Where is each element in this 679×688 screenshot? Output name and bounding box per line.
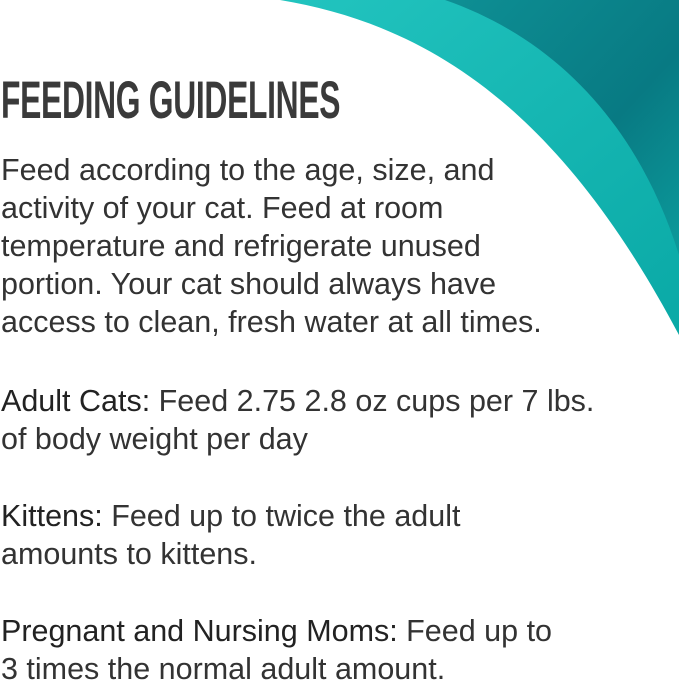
kittens-text: Feed up to twice the adult amounts to ki…: [1, 499, 461, 571]
adult-cats-label: Adult Cats:: [1, 384, 151, 418]
teal-dark-band: [445, 0, 679, 255]
intro-paragraph: Feed according to the age, size, and act…: [1, 153, 542, 339]
pregnant-nursing-label: Pregnant and Nursing Moms:: [1, 614, 398, 648]
pregnant-nursing-text: Feed up to 3 times the normal adult amou…: [1, 614, 553, 686]
kittens-label: Kittens:: [1, 499, 103, 533]
adult-cats-text: Feed 2.75 2.8 oz cups per 7 lbs. of body…: [1, 384, 595, 456]
kittens-paragraph: Kittens: Feed up to twice the adult amou…: [1, 497, 460, 573]
pregnant-nursing-paragraph: Pregnant and Nursing Moms: Feed up to 3 …: [1, 612, 552, 688]
adult-cats-paragraph: Adult Cats: Feed 2.75 2.8 oz cups per 7 …: [1, 382, 594, 458]
page-title: FEEDING GUIDELINES: [1, 71, 341, 130]
